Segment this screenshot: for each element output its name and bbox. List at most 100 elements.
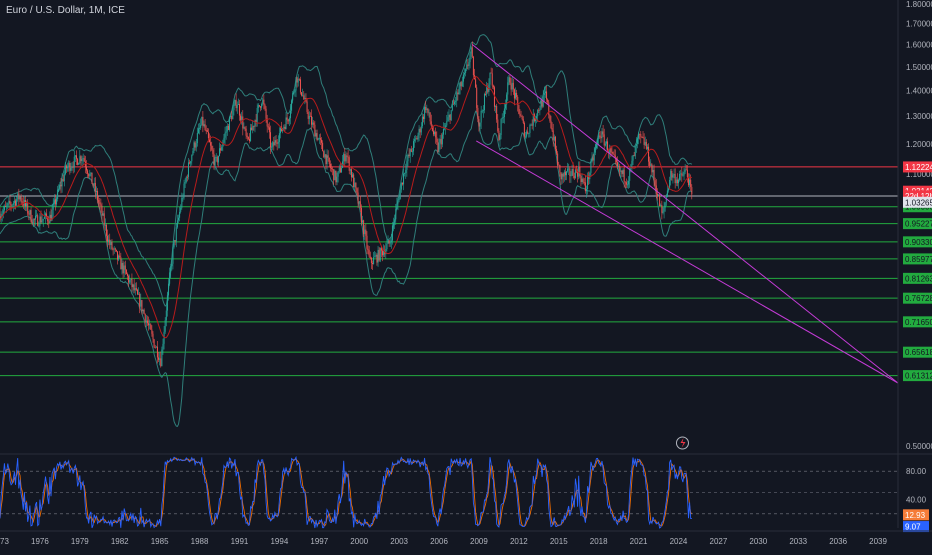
candle-204 bbox=[225, 125, 227, 140]
candle-339 bbox=[375, 252, 377, 258]
candle-513 bbox=[568, 163, 570, 175]
candle-body bbox=[386, 243, 388, 249]
price-tick-2: 1.60000 bbox=[906, 40, 932, 49]
candle-184 bbox=[203, 120, 205, 128]
candle-70 bbox=[77, 157, 79, 166]
candle-363 bbox=[401, 182, 403, 186]
candle-243 bbox=[268, 122, 270, 139]
candle-body bbox=[478, 119, 480, 127]
candle-399 bbox=[441, 132, 443, 148]
candle-127 bbox=[140, 293, 142, 309]
candle-319 bbox=[353, 172, 355, 188]
candle-body bbox=[26, 203, 28, 207]
candle-616 bbox=[682, 171, 684, 177]
candle-body bbox=[477, 107, 479, 120]
time-tick-6: 1991 bbox=[231, 537, 249, 546]
candle-502 bbox=[556, 145, 558, 156]
candle-body bbox=[559, 165, 561, 173]
candle-body bbox=[31, 221, 33, 224]
candle-136 bbox=[150, 323, 152, 330]
level-label-bg bbox=[903, 370, 932, 382]
candle-15 bbox=[16, 196, 18, 207]
candle-body bbox=[286, 117, 288, 120]
candle-178 bbox=[196, 127, 198, 147]
candle-390 bbox=[431, 124, 433, 132]
candle-495 bbox=[548, 100, 550, 119]
candle-475 bbox=[526, 129, 528, 139]
candle-257 bbox=[284, 124, 286, 133]
candle-body bbox=[648, 146, 650, 162]
candle-body bbox=[560, 172, 562, 180]
candle-body bbox=[109, 239, 111, 245]
price-tick-0: 1.80000 bbox=[906, 0, 932, 9]
level-label-8: 0.71650 bbox=[903, 316, 932, 328]
indicator-bands bbox=[0, 34, 693, 427]
candle-285 bbox=[315, 129, 317, 140]
candle-605 bbox=[670, 169, 672, 186]
candle-body bbox=[1, 213, 3, 217]
candle-body bbox=[37, 215, 39, 226]
candle-body bbox=[603, 134, 605, 146]
candle-144 bbox=[159, 352, 161, 366]
candle-370 bbox=[409, 148, 411, 163]
candle-580 bbox=[642, 131, 644, 139]
candle-body bbox=[66, 165, 68, 169]
candle-547 bbox=[605, 138, 607, 150]
candle-body bbox=[393, 222, 395, 226]
candle-body bbox=[626, 184, 628, 186]
candle-545 bbox=[603, 128, 605, 151]
time-tick-4: 1985 bbox=[151, 537, 169, 546]
candle-body bbox=[611, 152, 613, 153]
candle-472 bbox=[522, 116, 524, 125]
candle-body bbox=[496, 105, 498, 120]
trendlines[interactable] bbox=[471, 44, 899, 384]
candle-97 bbox=[107, 229, 109, 248]
candle-body bbox=[303, 95, 305, 100]
candle-body bbox=[197, 128, 199, 134]
candle-body bbox=[543, 93, 545, 95]
candle-483 bbox=[534, 115, 536, 127]
candle-body bbox=[505, 104, 507, 109]
band-upper bbox=[0, 34, 693, 307]
candle-68 bbox=[74, 155, 76, 162]
candle-body bbox=[547, 99, 549, 103]
candle-96 bbox=[105, 223, 107, 242]
candle-393 bbox=[435, 127, 437, 144]
candle-body bbox=[48, 221, 50, 224]
candle-body bbox=[507, 82, 509, 95]
candle-354 bbox=[391, 221, 393, 245]
candle-39 bbox=[42, 218, 44, 227]
candle-body bbox=[295, 77, 297, 91]
candle-378 bbox=[418, 125, 420, 142]
candle-2 bbox=[1, 208, 3, 222]
candle-497 bbox=[550, 115, 552, 129]
candle-503 bbox=[557, 151, 559, 169]
candle-510 bbox=[564, 168, 566, 181]
candle-body bbox=[353, 174, 355, 188]
candle-body bbox=[633, 155, 635, 157]
candle-295 bbox=[326, 149, 328, 170]
candle-body bbox=[77, 158, 79, 165]
candle-body bbox=[587, 175, 589, 190]
candle-body bbox=[40, 216, 42, 223]
candle-body bbox=[114, 248, 116, 250]
candle-465 bbox=[515, 87, 517, 100]
candle-body bbox=[593, 152, 595, 161]
candle-518 bbox=[573, 172, 575, 180]
candle-body bbox=[53, 199, 55, 204]
candle-620 bbox=[686, 165, 688, 183]
candle-body bbox=[650, 164, 652, 166]
candle-body bbox=[153, 339, 155, 348]
candle-body bbox=[527, 131, 529, 134]
level-label-text: 0.95227 bbox=[905, 220, 932, 229]
candle-142 bbox=[156, 341, 158, 364]
candle-body bbox=[679, 173, 681, 180]
price-tag-bg bbox=[903, 196, 932, 208]
candle-210 bbox=[232, 105, 234, 120]
level-label-bg bbox=[903, 292, 932, 304]
candle-body bbox=[489, 72, 491, 85]
candle-body bbox=[551, 127, 553, 131]
candle-226 bbox=[250, 123, 252, 142]
